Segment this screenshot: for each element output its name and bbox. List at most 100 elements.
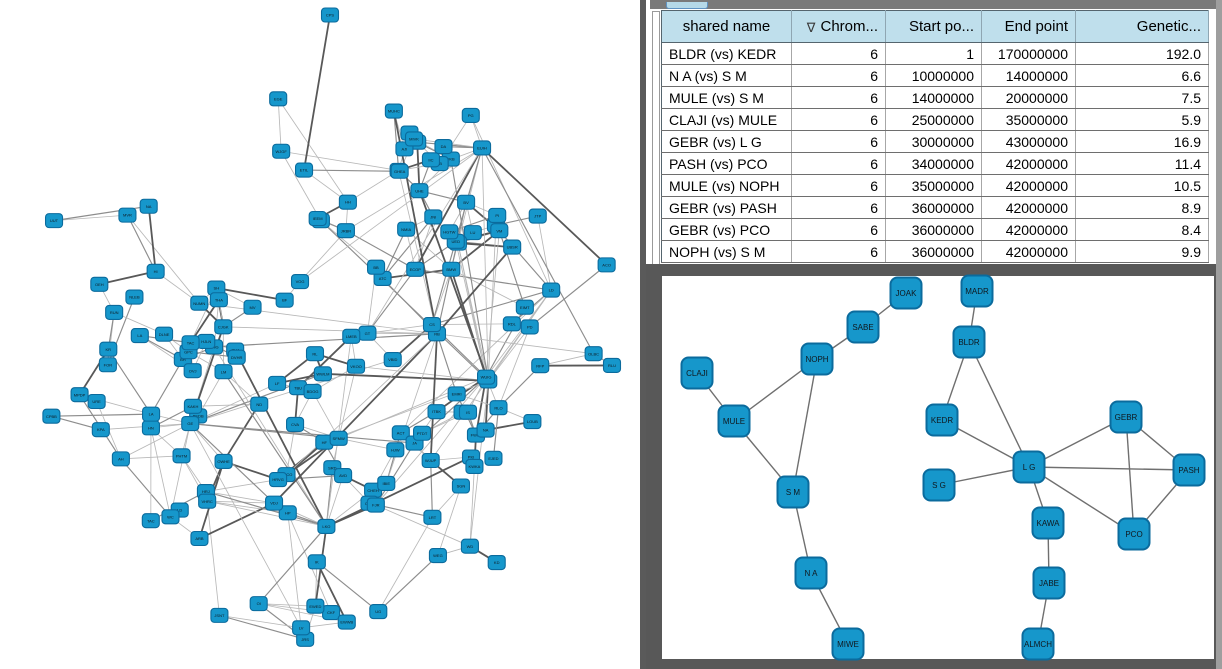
node-shape[interactable]: [369, 604, 388, 620]
node-shape[interactable]: [268, 375, 287, 391]
network-node[interactable]: MPDP: [70, 387, 89, 403]
node-shape[interactable]: [118, 207, 137, 223]
node-shape[interactable]: [473, 140, 492, 156]
network-node[interactable]: LOUB: [523, 414, 542, 430]
node-shape[interactable]: [290, 273, 310, 290]
network-node[interactable]: HJLN: [197, 333, 216, 350]
network-node[interactable]: MVR: [118, 207, 137, 223]
network-node[interactable]: ARB: [190, 530, 209, 547]
node-shape[interactable]: [90, 276, 109, 292]
network-node[interactable]: PD: [520, 319, 539, 335]
node-shape[interactable]: [209, 292, 228, 308]
network-node[interactable]: FJR: [366, 497, 385, 513]
node-shape[interactable]: [377, 475, 396, 491]
subnetwork-node-NOPH[interactable]: NOPH: [800, 342, 834, 376]
node-shape[interactable]: [303, 383, 322, 399]
node-shape[interactable]: [831, 627, 865, 661]
network-node[interactable]: LRT: [423, 509, 442, 525]
node-shape[interactable]: [427, 404, 446, 420]
network-node[interactable]: WD: [460, 538, 479, 554]
network-node[interactable]: LMEB: [342, 328, 361, 344]
node-shape[interactable]: [776, 475, 810, 509]
node-shape[interactable]: [99, 341, 118, 357]
node-shape[interactable]: [502, 316, 521, 332]
node-shape[interactable]: [139, 198, 158, 214]
node-shape[interactable]: [889, 276, 923, 310]
network-node[interactable]: NA: [139, 198, 158, 214]
network-node[interactable]: EMRI: [447, 386, 466, 402]
node-shape[interactable]: [306, 598, 325, 614]
node-shape[interactable]: [484, 450, 503, 466]
network-node[interactable]: RLU: [602, 357, 622, 373]
node-shape[interactable]: [442, 261, 461, 277]
node-shape[interactable]: [520, 319, 539, 335]
node-shape[interactable]: [503, 239, 522, 255]
network-node[interactable]: OEH: [90, 276, 109, 292]
network-node[interactable]: LA: [130, 328, 149, 344]
node-shape[interactable]: [272, 143, 291, 159]
network-node[interactable]: KWKA: [465, 458, 484, 475]
network-node[interactable]: RUN: [105, 304, 124, 320]
network-node[interactable]: LV: [292, 620, 311, 636]
network-node[interactable]: RLO: [489, 400, 508, 416]
node-shape[interactable]: [146, 263, 165, 279]
node-shape[interactable]: [172, 448, 191, 464]
main-network-view[interactable]: JJMBEDBAHHPRBWJUPACOCHEHOVJUHEBVWWLMCJGK…: [0, 0, 640, 669]
network-node[interactable]: PG: [461, 107, 480, 123]
node-shape[interactable]: [490, 223, 509, 239]
network-node[interactable]: MIVK: [404, 131, 424, 147]
node-shape[interactable]: [465, 458, 484, 475]
node-shape[interactable]: [190, 530, 209, 547]
network-node[interactable]: IS: [458, 404, 478, 420]
node-shape[interactable]: [346, 358, 366, 374]
node-shape[interactable]: [70, 387, 89, 403]
subnetwork-node-CLAJI[interactable]: CLAJI: [680, 356, 714, 390]
network-node[interactable]: ND: [250, 396, 269, 412]
node-shape[interactable]: [275, 292, 294, 308]
node-shape[interactable]: [421, 452, 440, 469]
subnetwork-node-S-M[interactable]: S M: [776, 475, 810, 509]
network-node[interactable]: NUMN: [190, 295, 209, 311]
node-shape[interactable]: [210, 607, 229, 623]
table-row[interactable]: MULE (vs) NOPH 6 35000000 42000000 10.5: [661, 174, 1209, 197]
node-shape[interactable]: [451, 478, 470, 494]
network-node[interactable]: OI: [249, 596, 268, 612]
node-shape[interactable]: [336, 223, 355, 239]
node-shape[interactable]: [269, 472, 288, 488]
network-node[interactable]: KPA: [91, 422, 110, 438]
network-node[interactable]: WEG: [428, 548, 447, 564]
network-node[interactable]: UG: [369, 604, 388, 620]
node-shape[interactable]: [925, 403, 959, 437]
network-node[interactable]: VBID: [383, 352, 402, 368]
network-node[interactable]: KAKH: [183, 398, 202, 414]
node-shape[interactable]: [269, 91, 288, 107]
node-shape[interactable]: [477, 369, 496, 385]
network-node[interactable]: VM: [490, 223, 509, 239]
network-node[interactable]: KD: [487, 554, 506, 571]
network-node[interactable]: MUHC: [384, 103, 403, 119]
node-shape[interactable]: [412, 425, 432, 441]
network-node[interactable]: HI: [146, 263, 165, 279]
node-shape[interactable]: [422, 317, 442, 333]
network-node[interactable]: EIMT: [515, 299, 534, 315]
table-row[interactable]: CLAJI (vs) MULE 6 25000000 35000000 5.9: [661, 108, 1209, 131]
network-node[interactable]: CPS: [320, 7, 340, 23]
node-shape[interactable]: [317, 518, 336, 534]
node-shape[interactable]: [342, 328, 361, 344]
network-node[interactable]: JTP: [528, 208, 547, 224]
network-node[interactable]: OLBC: [584, 346, 603, 362]
network-node[interactable]: ACO: [597, 257, 616, 273]
node-shape[interactable]: [440, 224, 459, 240]
network-node[interactable]: EUIH: [473, 140, 492, 156]
node-shape[interactable]: [198, 493, 217, 509]
node-shape[interactable]: [542, 282, 561, 298]
node-shape[interactable]: [487, 554, 506, 571]
network-node[interactable]: JSNT: [210, 607, 229, 623]
node-shape[interactable]: [337, 614, 356, 630]
table-row[interactable]: NOPH (vs) S M 6 36000000 42000000 9.9: [661, 240, 1209, 263]
node-shape[interactable]: [292, 620, 311, 636]
node-shape[interactable]: [183, 398, 202, 414]
network-node[interactable]: HJW: [386, 442, 405, 458]
node-shape[interactable]: [1117, 517, 1151, 551]
network-node[interactable]: EGE: [269, 91, 288, 107]
